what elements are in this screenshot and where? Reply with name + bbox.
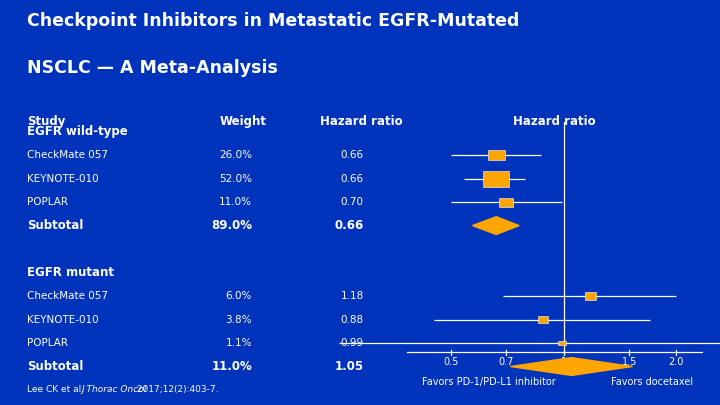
Text: 6.0%: 6.0% <box>225 291 252 301</box>
Text: CheckMate 057: CheckMate 057 <box>27 150 108 160</box>
Text: Favors docetaxel: Favors docetaxel <box>611 377 693 387</box>
Text: J Thorac Oncol: J Thorac Oncol <box>81 385 147 394</box>
Text: NSCLC — A Meta-Analysis: NSCLC — A Meta-Analysis <box>27 59 278 77</box>
Text: 0.7: 0.7 <box>498 357 513 367</box>
Bar <box>483 171 509 187</box>
Text: Lee CK et al.: Lee CK et al. <box>27 385 87 394</box>
Text: KEYNOTE-010: KEYNOTE-010 <box>27 174 99 183</box>
Text: 1: 1 <box>560 357 567 367</box>
Text: 2017;12(2):403-7.: 2017;12(2):403-7. <box>134 385 218 394</box>
Text: 11.0%: 11.0% <box>219 197 252 207</box>
Text: 0.5: 0.5 <box>444 357 459 367</box>
Text: 0.66: 0.66 <box>341 150 364 160</box>
Text: CheckMate 057: CheckMate 057 <box>27 291 108 301</box>
Text: 26.0%: 26.0% <box>219 150 252 160</box>
Text: Weight: Weight <box>220 115 266 128</box>
Bar <box>585 292 596 300</box>
Text: 1.05: 1.05 <box>335 360 364 373</box>
Polygon shape <box>510 358 632 375</box>
Bar <box>558 341 565 345</box>
Text: 89.0%: 89.0% <box>211 219 252 232</box>
Text: EGFR wild-type: EGFR wild-type <box>27 125 128 138</box>
Text: 0.88: 0.88 <box>341 315 364 324</box>
Text: Study: Study <box>27 115 66 128</box>
Text: POPLAR: POPLAR <box>27 197 68 207</box>
Bar <box>538 316 548 323</box>
Text: EGFR mutant: EGFR mutant <box>27 266 114 279</box>
Text: KEYNOTE-010: KEYNOTE-010 <box>27 315 99 324</box>
Text: Hazard ratio: Hazard ratio <box>513 115 595 128</box>
Text: Subtotal: Subtotal <box>27 360 84 373</box>
Text: Favors PD-1/PD-L1 inhibitor: Favors PD-1/PD-L1 inhibitor <box>422 377 556 387</box>
Text: 0.99: 0.99 <box>341 338 364 348</box>
Text: 0.66: 0.66 <box>341 174 364 183</box>
Text: 0.70: 0.70 <box>341 197 364 207</box>
Text: Checkpoint Inhibitors in Metastatic EGFR-Mutated: Checkpoint Inhibitors in Metastatic EGFR… <box>27 12 520 30</box>
Text: POPLAR: POPLAR <box>27 338 68 348</box>
Text: 1.18: 1.18 <box>341 291 364 301</box>
Text: 1.5: 1.5 <box>621 357 637 367</box>
Text: 1.1%: 1.1% <box>225 338 252 348</box>
Text: 0.66: 0.66 <box>334 219 364 232</box>
Text: 11.0%: 11.0% <box>211 360 252 373</box>
Bar <box>498 198 513 207</box>
Text: Hazard ratio: Hazard ratio <box>320 115 403 128</box>
Text: Subtotal: Subtotal <box>27 219 84 232</box>
Text: 2.0: 2.0 <box>668 357 683 367</box>
Text: 52.0%: 52.0% <box>219 174 252 183</box>
Bar <box>487 150 505 160</box>
Text: 3.8%: 3.8% <box>225 315 252 324</box>
Polygon shape <box>472 217 519 234</box>
